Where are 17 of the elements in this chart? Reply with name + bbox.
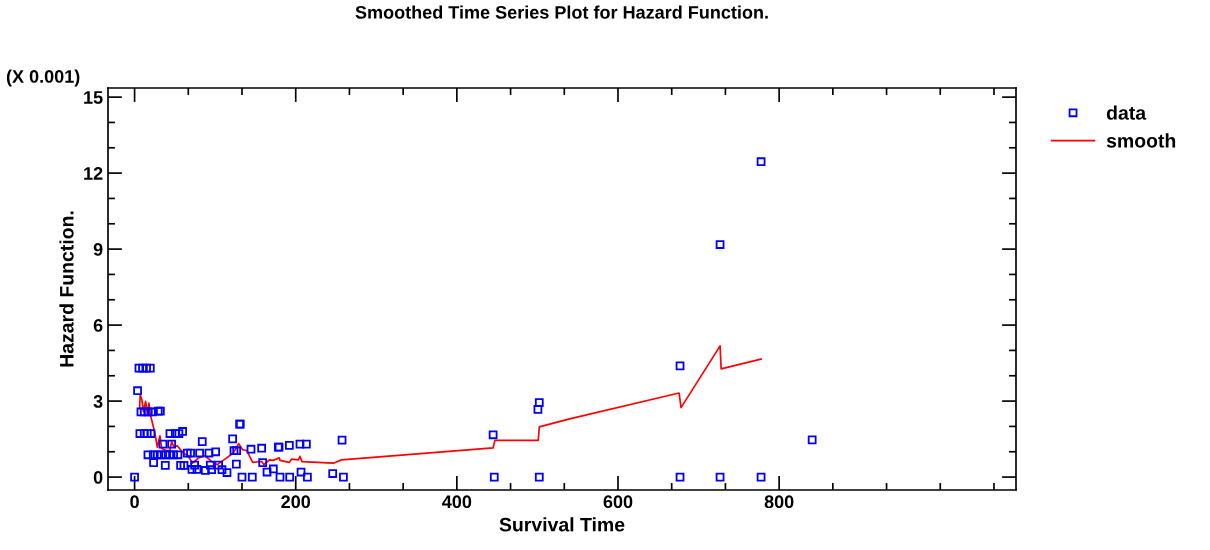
x-tick-label: 600: [603, 495, 633, 509]
text: (X 0.001): [6, 69, 80, 87]
x-tick-label: 400: [442, 495, 472, 509]
legend-label: data: [1106, 105, 1147, 120]
legend-label: smooth: [1106, 133, 1176, 148]
y-tick-label: 3: [93, 395, 103, 408]
x-axis-title: Survival Time: [499, 517, 625, 532]
x-tick-label: 200: [281, 495, 311, 509]
y-tick-label: 15: [84, 91, 103, 104]
y-tick-label: 6: [93, 319, 103, 332]
chart-title: Smoothed Time Series Plot for Hazard Function.: [355, 5, 768, 19]
y-tick-label: 12: [84, 167, 103, 180]
y-tick-label: 0: [93, 471, 103, 484]
y-tick-label: 9: [93, 243, 103, 256]
y-axis-title: Hazard Function.: [59, 211, 74, 367]
x-tick-label: 800: [764, 495, 794, 509]
x-tick-label: 0: [130, 495, 139, 509]
